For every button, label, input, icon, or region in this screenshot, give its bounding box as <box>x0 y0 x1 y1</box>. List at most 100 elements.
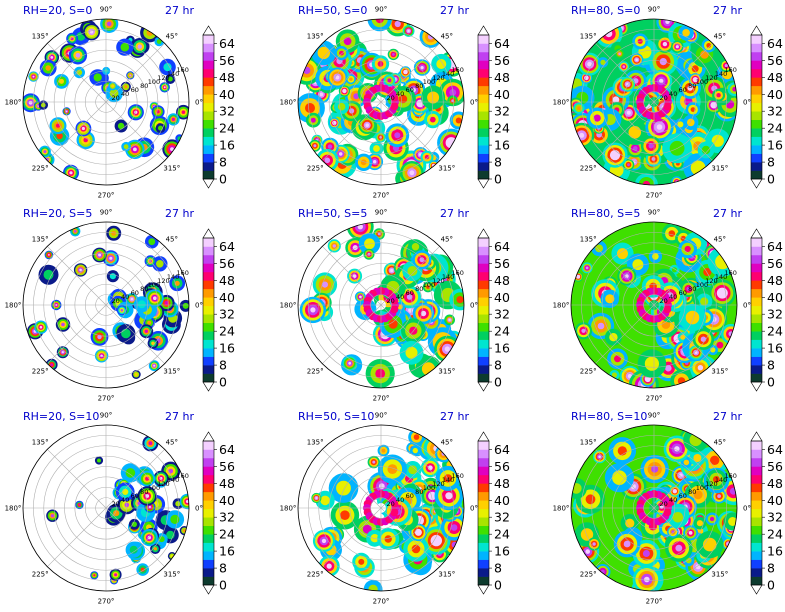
precip-cell <box>170 147 174 152</box>
colorbar-swatch <box>203 551 214 560</box>
precip-cell <box>597 322 605 330</box>
precip-cell <box>171 117 175 121</box>
precip-cell <box>612 470 627 486</box>
colorbar-tick-label: 0 <box>494 172 502 187</box>
radial-tick-label: 80 <box>415 488 423 496</box>
precip-cell <box>120 309 124 312</box>
angle-tick-label: 270° <box>373 395 390 403</box>
radial-tick-label: 100 <box>696 281 708 289</box>
precip-cell <box>614 355 621 363</box>
colorbar-swatch <box>203 568 214 577</box>
precip-cell <box>691 65 699 73</box>
precip-cell <box>106 21 112 27</box>
colorbar-swatch <box>751 466 762 476</box>
precip-cell <box>109 273 116 280</box>
precip-cell <box>148 441 153 446</box>
colorbar-swatch <box>751 576 762 586</box>
colorbar-swatch <box>203 305 214 315</box>
precip-cell <box>585 549 590 554</box>
radial-tick-label: 120 <box>432 277 444 285</box>
colorbar-tick-label: 40 <box>494 290 510 305</box>
precip-cell <box>450 524 458 531</box>
colorbar-swatch <box>751 153 762 163</box>
angle-tick-label: 90° <box>648 6 660 14</box>
precip-cell <box>651 465 659 473</box>
precip-cell <box>700 336 707 342</box>
colorbar-swatch <box>751 145 762 154</box>
colorbar-swatch <box>751 162 762 171</box>
precip-cell <box>50 56 54 59</box>
grid-spoke <box>105 507 165 567</box>
radial-tick-label: 160 <box>724 472 736 480</box>
grid-spoke <box>105 43 165 103</box>
colorbar-swatch <box>203 162 214 171</box>
precip-cell <box>148 505 151 509</box>
angle-tick-label: 135° <box>307 236 324 244</box>
radial-tick-label: 20 <box>659 297 667 305</box>
radial-tick-label: 20 <box>111 297 119 305</box>
precip-cell <box>50 514 55 518</box>
colorbar-swatch <box>203 314 214 324</box>
precip-cell <box>581 328 586 333</box>
colorbar-tick-label: 40 <box>767 87 783 102</box>
colorbar-tick-label: 8 <box>767 358 775 373</box>
precip-cell <box>628 126 642 139</box>
colorbar-tick-label: 48 <box>219 70 235 85</box>
precip-cell <box>682 29 690 37</box>
radial-tick-label: 160 <box>176 66 188 74</box>
colorbar-frame <box>477 34 490 180</box>
colorbar-tick-label: 32 <box>219 104 235 119</box>
precip-cell <box>373 145 380 152</box>
precip-field <box>299 222 464 388</box>
precip-cell <box>163 63 172 72</box>
precip-cell <box>326 563 332 569</box>
radial-tick-label: 60 <box>131 86 139 94</box>
colorbar-swatch <box>478 474 489 484</box>
colorbar-swatch <box>203 263 214 273</box>
precip-cell <box>182 529 186 533</box>
angle-tick-label: 315° <box>438 164 455 172</box>
colorbar-tick-label: 32 <box>219 307 235 322</box>
colorbar-swatch <box>478 145 489 154</box>
precip-cell <box>418 101 423 106</box>
angle-tick-label: 315° <box>711 164 728 172</box>
precip-cell <box>317 46 330 60</box>
colorbar-swatch <box>751 94 762 104</box>
angle-tick-label: 90° <box>375 209 387 217</box>
radial-tick-label: 140 <box>715 476 727 484</box>
colorbar-swatch <box>751 568 762 577</box>
colorbar-swatch <box>203 145 214 154</box>
colorbar-tick-label: 0 <box>219 375 227 390</box>
precip-cell <box>627 163 630 167</box>
precip-cell <box>716 341 724 349</box>
angle-tick-label: 180° <box>280 302 297 310</box>
grid-spoke <box>322 43 382 103</box>
precip-cell <box>332 244 336 248</box>
precip-cell <box>577 106 581 111</box>
colorbar-extend-max <box>477 431 490 442</box>
colorbar-swatch <box>478 534 489 543</box>
precip-cell <box>81 126 85 131</box>
radial-tick-label: 40 <box>396 293 404 301</box>
polar-frame <box>570 424 738 592</box>
colorbar-tick-label: 24 <box>219 121 235 136</box>
precip-cell <box>668 230 676 237</box>
angle-tick-label: 225° <box>307 570 324 578</box>
precip-cell <box>59 78 64 84</box>
colorbar-swatch <box>478 170 489 180</box>
angle-tick-label: 45° <box>441 236 453 244</box>
radial-tick-label: 40 <box>396 496 404 504</box>
colorbar-tick-label: 32 <box>494 307 510 322</box>
precip-cell <box>336 480 351 496</box>
precip-cell <box>375 368 386 379</box>
precip-cell <box>671 530 675 534</box>
radial-tick-label: 100 <box>148 78 160 86</box>
precip-cell <box>388 319 398 329</box>
precip-cell <box>93 73 102 82</box>
angle-tick-label: 90° <box>100 209 112 217</box>
angle-tick-label: 45° <box>441 439 453 447</box>
precip-cell <box>673 490 676 493</box>
polar-frame <box>570 221 738 389</box>
colorbar-tick-label: 56 <box>767 53 783 68</box>
radial-tick-label: 60 <box>406 86 414 94</box>
